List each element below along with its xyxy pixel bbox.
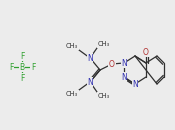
Text: CH₃: CH₃ [66, 43, 78, 49]
Text: CH₃: CH₃ [98, 41, 110, 47]
Text: F: F [9, 63, 13, 72]
Text: CH₃: CH₃ [66, 91, 78, 97]
Text: F: F [31, 63, 35, 72]
Text: N: N [87, 54, 93, 63]
Text: CH₃: CH₃ [98, 93, 110, 99]
Text: O: O [143, 47, 149, 57]
Text: F: F [20, 73, 24, 83]
Text: N: N [132, 80, 138, 89]
Text: N: N [121, 58, 127, 67]
Text: B: B [19, 63, 25, 72]
Text: F: F [20, 51, 24, 60]
Text: O: O [109, 60, 115, 69]
Text: N: N [121, 73, 127, 82]
Text: N: N [87, 77, 93, 86]
